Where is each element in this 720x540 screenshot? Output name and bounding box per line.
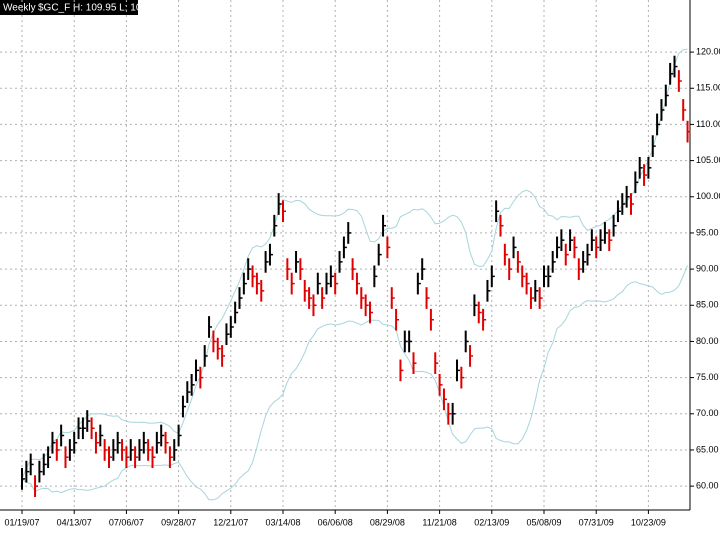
y-tick-label: 85.00 (696, 300, 719, 310)
chart-title: Weekly (3, 3, 36, 14)
y-tick-label: 80.00 (696, 336, 719, 346)
y-tick-label: 110.00 (696, 119, 720, 129)
y-tick-label: 120.00 (696, 46, 720, 56)
y-tick-label: 115.00 (696, 83, 720, 93)
y-tick-label: 75.00 (696, 372, 719, 382)
y-tick-label: 70.00 (696, 408, 719, 418)
x-tick-label: 10/23/09 (631, 517, 666, 527)
band-lower (21, 265, 688, 501)
y-tick-label: 105.00 (696, 155, 720, 165)
x-tick-label: 06/06/08 (318, 517, 353, 527)
x-tick-label: 01/19/07 (4, 517, 39, 527)
chart-subtitle: $GC_F H: 109.95 L: 107.53 (38, 3, 161, 14)
x-tick-label: 07/06/07 (109, 517, 144, 527)
y-tick-label: 100.00 (696, 191, 720, 201)
x-tick-label: 11/21/08 (422, 517, 456, 527)
x-tick-label: 03/14/08 (265, 517, 300, 527)
x-tick-label: 09/28/07 (161, 517, 196, 527)
title-banner (0, 0, 138, 15)
y-tick-label: 90.00 (696, 263, 719, 273)
x-tick-label: 12/21/07 (213, 517, 248, 527)
band-upper (21, 48, 688, 480)
x-tick-label: 04/13/07 (57, 517, 92, 527)
y-tick-label: 95.00 (696, 227, 719, 237)
y-tick-label: 60.00 (696, 481, 719, 491)
y-tick-label: 65.00 (696, 444, 719, 454)
x-tick-label: 08/29/08 (370, 517, 405, 527)
x-tick-label: 07/31/09 (579, 517, 614, 527)
x-tick-label: 05/08/09 (526, 517, 561, 527)
x-tick-label: 02/13/09 (474, 517, 509, 527)
